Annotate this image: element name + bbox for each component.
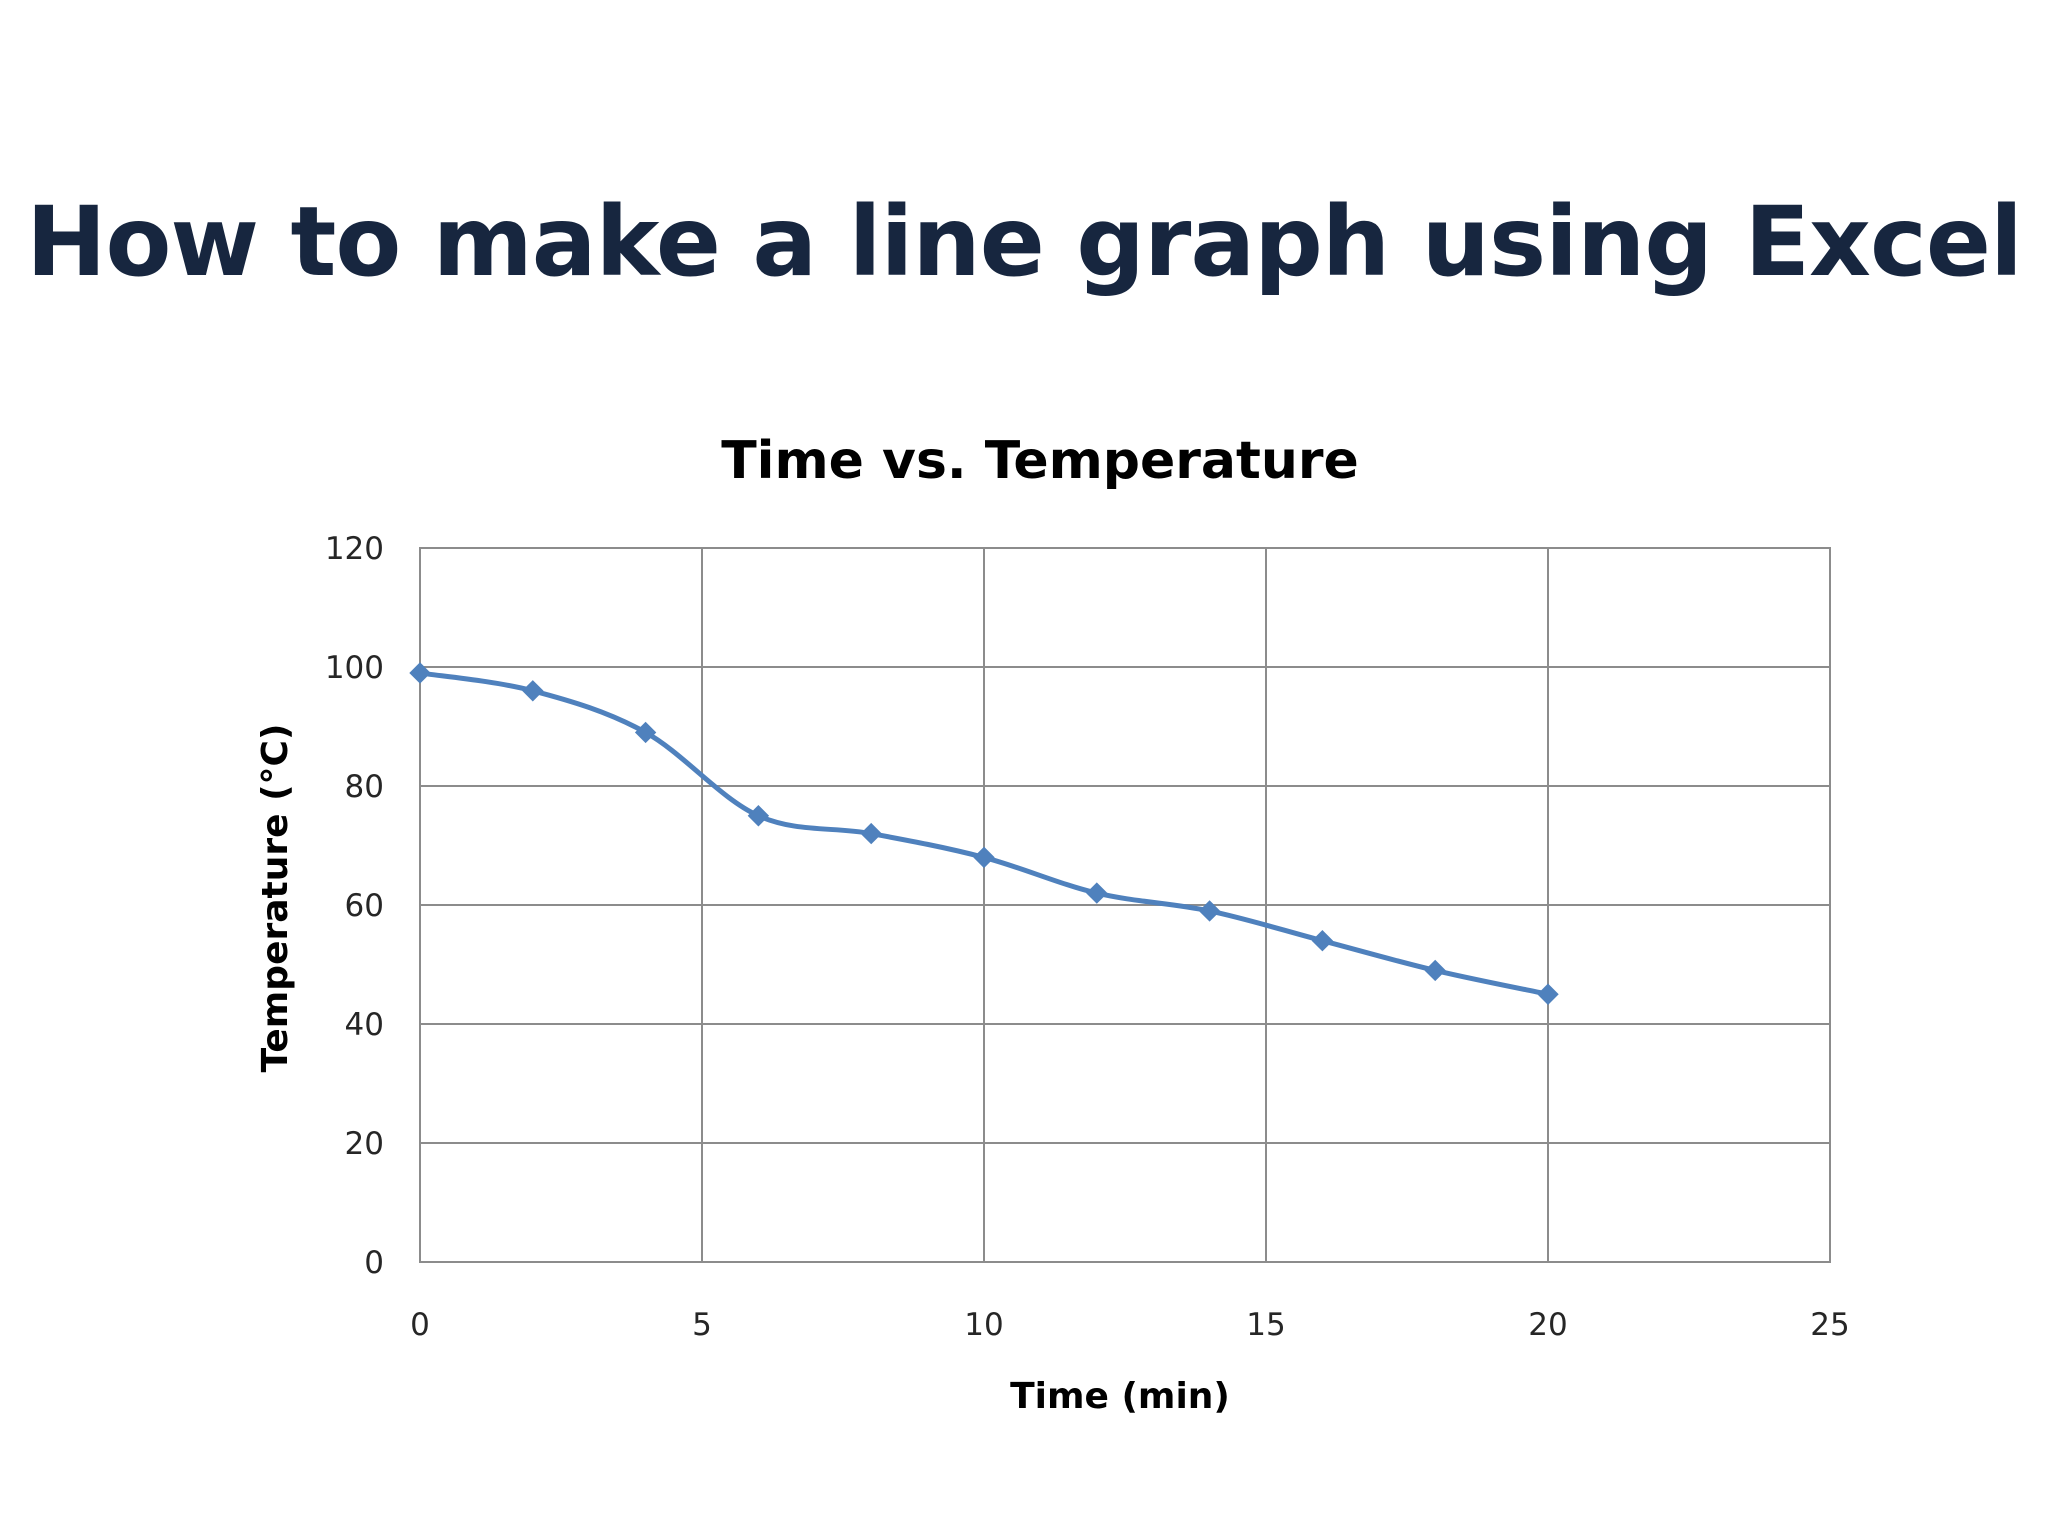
y-tick-label: 40: [345, 1007, 384, 1043]
data-point-marker: [860, 822, 882, 845]
chart-gridlines: [419, 547, 1831, 1263]
data-point-marker: [973, 846, 995, 869]
chart-tick-labels: 0 5 10 15 20 25 0 20 40 60 80 100 120: [325, 531, 1850, 1343]
data-point-marker: [747, 805, 770, 827]
x-tick-label: 0: [410, 1307, 430, 1343]
plot-area: [419, 547, 1831, 1263]
data-point-marker: [522, 680, 544, 702]
y-tick-label: 20: [345, 1126, 384, 1162]
y-tick-label: 0: [364, 1245, 384, 1281]
y-tick-label: 60: [345, 888, 384, 924]
data-point-marker: [634, 721, 657, 744]
data-point-marker: [1424, 959, 1446, 982]
x-tick-label: 5: [692, 1307, 712, 1343]
x-tick-label: 15: [1246, 1307, 1285, 1343]
x-tick-label: 10: [964, 1307, 1003, 1343]
x-tick-label: 25: [1810, 1307, 1849, 1343]
y-axis-title: Temperature (°C): [255, 724, 296, 1073]
y-tick-label: 80: [345, 769, 384, 805]
x-tick-label: 20: [1528, 1307, 1567, 1343]
chart-title: Time vs. Temperature: [721, 431, 1359, 491]
slide-title: How to make a line graph using Excel: [26, 186, 2023, 298]
data-point-marker: [409, 662, 431, 684]
y-tick-label: 120: [325, 531, 384, 567]
data-point-marker: [1537, 983, 1559, 1005]
data-point-marker: [1086, 882, 1108, 904]
data-point-marker: [1311, 929, 1334, 952]
y-tick-label: 100: [325, 650, 384, 686]
x-axis-title: Time (min): [1010, 1376, 1230, 1417]
data-point-marker: [1198, 900, 1221, 922]
chart-series: [409, 662, 1559, 1005]
